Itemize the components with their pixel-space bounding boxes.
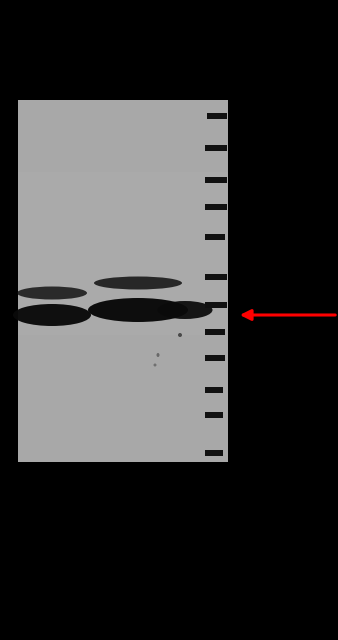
Ellipse shape xyxy=(17,287,87,300)
Ellipse shape xyxy=(153,364,156,367)
Bar xyxy=(18,100,228,462)
Bar xyxy=(205,450,223,456)
Ellipse shape xyxy=(156,353,160,357)
Bar xyxy=(205,355,225,361)
Bar xyxy=(18,172,228,335)
Bar xyxy=(205,412,223,418)
Bar xyxy=(205,329,225,335)
Bar xyxy=(205,302,227,308)
Ellipse shape xyxy=(178,333,182,337)
Ellipse shape xyxy=(94,276,182,289)
Ellipse shape xyxy=(13,304,91,326)
Bar xyxy=(205,274,227,280)
Bar xyxy=(205,145,227,151)
Bar xyxy=(205,177,227,183)
Bar xyxy=(205,204,227,210)
Bar xyxy=(207,113,227,119)
Ellipse shape xyxy=(158,301,213,319)
Bar xyxy=(205,234,225,240)
Ellipse shape xyxy=(88,298,188,322)
Bar xyxy=(205,387,223,393)
